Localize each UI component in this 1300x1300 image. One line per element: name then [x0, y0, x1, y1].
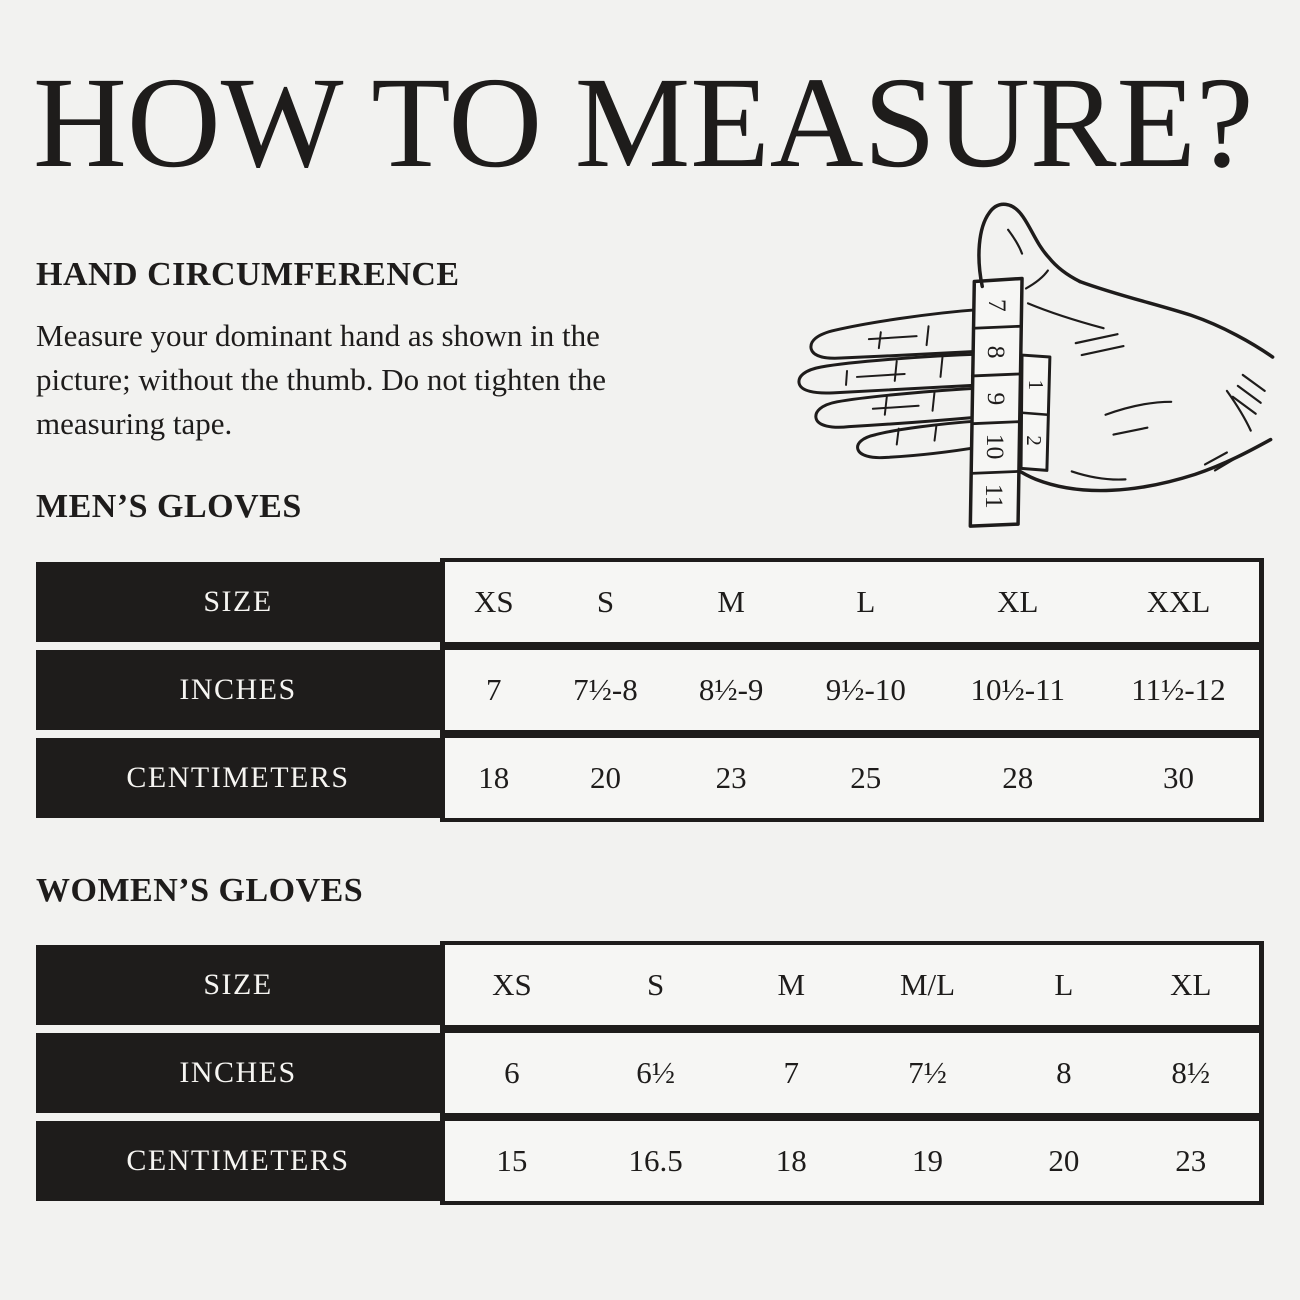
size-cell: S: [542, 558, 669, 646]
tape-number: 9: [982, 392, 1011, 405]
row-label: INCHES: [36, 646, 440, 734]
centimeters-cell: 18: [440, 734, 543, 822]
hand-measuring-tape-illustration: 7 8 9 10 11 1 2: [797, 202, 1275, 528]
measuring-tape: [968, 276, 1024, 528]
instruction-line: Measure your dominant hand as shown in t…: [36, 318, 600, 353]
centimeters-cell: 15: [440, 1117, 579, 1205]
mens-gloves-table: SIZE XS S M L XL XXL INCHES 7 7½-8 8½-9 …: [36, 558, 1264, 822]
tape-number: 11: [980, 484, 1009, 509]
tape-number: 10: [981, 434, 1010, 460]
size-cell: M: [732, 941, 850, 1029]
table-row-centimeters: CENTIMETERS 18 20 23 25 28 30: [36, 734, 1264, 822]
size-cell: M: [668, 558, 794, 646]
inches-cell: 8½: [1122, 1029, 1264, 1117]
centimeters-cell: 20: [542, 734, 669, 822]
centimeters-cell: 16.5: [578, 1117, 733, 1205]
centimeters-cell: 19: [849, 1117, 1006, 1205]
centimeters-cell: 18: [732, 1117, 850, 1205]
inches-cell: 8½-9: [668, 646, 794, 734]
instruction-line: picture; without the thumb. Do not tight…: [36, 362, 606, 397]
page-title: HOW TO MEASURE?: [33, 51, 1254, 195]
table-row-size: SIZE XS S M M/L L XL: [36, 941, 1264, 1029]
thumb-details: [1007, 228, 1105, 330]
wrist-shading: [1225, 373, 1266, 432]
instruction-line: measuring tape.: [36, 406, 233, 441]
size-cell: L: [1005, 941, 1123, 1029]
fingers-outline: [797, 307, 984, 460]
inches-cell: 7½-8: [542, 646, 669, 734]
inches-cell: 7½: [849, 1029, 1006, 1117]
size-cell: XL: [937, 558, 1098, 646]
centimeters-cell: 28: [937, 734, 1098, 822]
inches-cell: 6: [440, 1029, 579, 1117]
inches-cell: 10½-11: [937, 646, 1098, 734]
table-row-size: SIZE XS S M L XL XXL: [36, 558, 1264, 646]
size-cell: L: [793, 558, 938, 646]
hand-circumference-heading: HAND CIRCUMFERENCE: [36, 256, 460, 293]
tape-tail-number: 2: [1022, 435, 1046, 445]
table-row-centimeters: CENTIMETERS 15 16.5 18 19 20 23: [36, 1117, 1264, 1205]
centimeters-cell: 20: [1005, 1117, 1123, 1205]
tape-number: 7: [983, 299, 1012, 312]
inches-cell: 8: [1005, 1029, 1123, 1117]
palm-shading: [1028, 333, 1238, 481]
size-cell: XL: [1122, 941, 1264, 1029]
inches-cell: 7: [732, 1029, 850, 1117]
inches-cell: 6½: [578, 1029, 733, 1117]
centimeters-cell: 30: [1097, 734, 1264, 822]
row-label: INCHES: [36, 1029, 440, 1117]
row-label: SIZE: [36, 941, 440, 1029]
centimeters-cell: 23: [668, 734, 794, 822]
size-cell: XS: [440, 941, 579, 1029]
tape-number: 8: [982, 346, 1011, 359]
size-cell: S: [578, 941, 733, 1029]
inches-cell: 11½-12: [1097, 646, 1264, 734]
row-label: SIZE: [36, 558, 440, 646]
tape-tail-number: 1: [1024, 380, 1048, 390]
mens-gloves-heading: MEN’S GLOVES: [36, 488, 302, 525]
inches-cell: 7: [440, 646, 543, 734]
tape-numbers: 7 8 9 10 11 1 2: [980, 299, 1048, 509]
size-cell: M/L: [849, 941, 1006, 1029]
size-cell: XS: [440, 558, 543, 646]
centimeters-cell: 25: [793, 734, 938, 822]
table-row-inches: INCHES 6 6½ 7 7½ 8 8½: [36, 1029, 1264, 1117]
inches-cell: 9½-10: [793, 646, 938, 734]
womens-gloves-table: SIZE XS S M M/L L XL INCHES 6 6½ 7 7½ 8 …: [36, 941, 1264, 1205]
size-cell: XXL: [1097, 558, 1264, 646]
finger-creases: [845, 325, 944, 446]
hand-circumference-instructions: Measure your dominant hand as shown in t…: [36, 314, 606, 446]
row-label: CENTIMETERS: [36, 734, 440, 822]
womens-gloves-heading: WOMEN’S GLOVES: [36, 872, 364, 909]
table-row-inches: INCHES 7 7½-8 8½-9 9½-10 10½-11 11½-12: [36, 646, 1264, 734]
measuring-tape-tail: [1019, 353, 1052, 472]
centimeters-cell: 23: [1122, 1117, 1264, 1205]
row-label: CENTIMETERS: [36, 1117, 440, 1205]
thumb-outline: [977, 202, 1275, 359]
